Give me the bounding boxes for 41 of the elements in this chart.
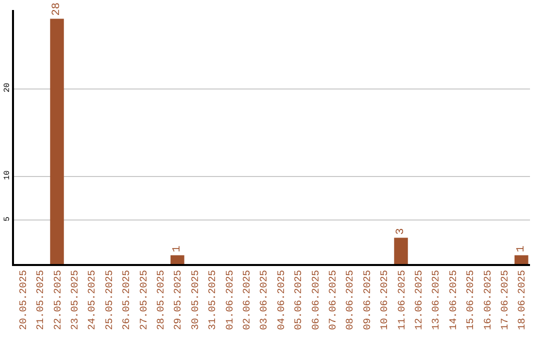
x-tick-label: 12.06.2025 xyxy=(414,270,426,330)
x-tick-label: 24.05.2025 xyxy=(88,270,99,330)
data-label: 28 xyxy=(51,2,63,16)
bar xyxy=(394,238,408,264)
x-tick-label: 06.06.2025 xyxy=(311,270,322,330)
x-tick-label: 27.05.2025 xyxy=(139,270,150,330)
x-tick-label: 21.05.2025 xyxy=(36,270,48,330)
x-tick-label: 31.05.2025 xyxy=(208,270,220,330)
x-tick-label: 23.05.2025 xyxy=(70,270,82,330)
x-tick-label: 22.05.2025 xyxy=(53,270,64,330)
x-tick-label: 11.06.2025 xyxy=(397,270,408,330)
x-tick-label: 13.06.2025 xyxy=(432,270,443,330)
x-tick-label: 09.06.2025 xyxy=(362,270,374,330)
bar xyxy=(50,18,64,264)
data-label: 1 xyxy=(171,245,184,252)
x-tick-label: 20.05.2025 xyxy=(18,270,30,330)
x-tick-label: 02.06.2025 xyxy=(242,270,254,330)
y-tick-label: 5 xyxy=(2,216,12,222)
x-tick-label: 03.06.2025 xyxy=(260,270,271,330)
x-tick-label: 28.05.2025 xyxy=(156,270,168,330)
y-tick-label: 10 xyxy=(2,170,12,180)
bar xyxy=(514,255,528,264)
data-label: 1 xyxy=(515,245,528,252)
x-tick-label: 18.06.2025 xyxy=(518,270,529,330)
x-tick-label: 05.06.2025 xyxy=(294,270,306,330)
x-tick-label: 17.06.2025 xyxy=(500,270,512,330)
y-tick-label: 20 xyxy=(2,82,12,92)
data-label: 3 xyxy=(395,228,407,235)
x-tick-label: 29.05.2025 xyxy=(174,270,185,330)
x-tick-label: 25.05.2025 xyxy=(104,270,116,330)
bar xyxy=(170,255,184,264)
x-tick-label: 01.06.2025 xyxy=(225,270,236,330)
x-tick-label: 14.06.2025 xyxy=(448,270,460,330)
x-tick-label: 04.06.2025 xyxy=(276,270,288,330)
x-tick-label: 07.06.2025 xyxy=(328,270,340,330)
x-tick-label: 30.05.2025 xyxy=(190,270,202,330)
x-tick-label: 15.06.2025 xyxy=(466,270,478,330)
x-tick-label: 16.06.2025 xyxy=(483,270,494,330)
x-tick-label: 26.05.2025 xyxy=(122,270,134,330)
x-tick-label: 10.06.2025 xyxy=(380,270,392,330)
x-tick-label: 08.06.2025 xyxy=(346,270,357,330)
